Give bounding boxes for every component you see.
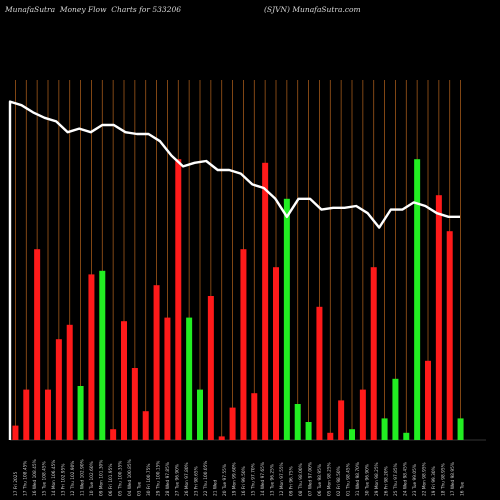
x-tick-label: 11 Wed 102.90%	[79, 459, 85, 496]
x-tick-label: 03 Tue	[136, 481, 142, 496]
x-tick-label: 29 Mon 98.25%	[374, 462, 380, 496]
bar	[175, 159, 182, 440]
x-tick-label: 21 Wed	[212, 480, 218, 496]
bar	[99, 270, 106, 440]
bar	[229, 407, 236, 440]
x-tick-label: 17 Wed 98.95%	[450, 462, 456, 496]
x-tick-label: 06 Fri 101.95%	[108, 464, 114, 496]
bar	[218, 436, 225, 440]
x-tick-label: 06 Tue 98.95%	[317, 464, 323, 496]
x-tick-label: 15 Tue 108.45%	[41, 461, 47, 496]
x-tick-label: 09 Mon 101.30%	[98, 460, 104, 496]
bar	[153, 285, 160, 440]
x-tick-label: 17 Fri 2025	[13, 471, 19, 496]
bar	[273, 267, 279, 440]
bar	[435, 195, 442, 440]
x-tick-labels: 17 Fri 2025 17 Thu 108.45% 16 Wed 108.45% 1…	[13, 459, 466, 496]
bar	[251, 393, 258, 440]
x-tick-label: 20 Tue 97.55%	[222, 464, 228, 496]
x-tick-label: 23 Tue 99.05%	[412, 464, 418, 496]
bar	[305, 422, 312, 440]
x-tick-label: 30 Tue 96.90%	[364, 464, 370, 496]
x-tick-label: 12 Thu 102.90%	[70, 461, 76, 496]
x-tick-label: 15 Thu 97.70%	[250, 463, 256, 496]
x-tick-label: 31 Wed 98.70%	[355, 462, 361, 496]
x-tick-label: 16 Tue	[459, 481, 465, 496]
bar	[240, 249, 247, 440]
x-tick-label: 14 Wed 97.65%	[260, 462, 266, 496]
bar	[55, 339, 62, 440]
x-tick-label: 29 Thu 100.15%	[155, 461, 161, 496]
bar	[34, 249, 41, 440]
bar	[446, 231, 453, 440]
bar	[142, 411, 149, 440]
x-tick-label: 18 Thu 98.95%	[440, 463, 446, 496]
x-tick-label: 30 Fri 100.75%	[146, 464, 152, 496]
bar	[77, 386, 84, 440]
bar	[294, 404, 301, 440]
x-tick-label: 09 Fri 96.75%	[288, 466, 294, 496]
bar	[349, 429, 355, 440]
x-tick-label: 23 Fri 98.65%	[193, 466, 199, 496]
bar	[121, 321, 127, 440]
x-tick-label: 24 Wed 98.45%	[402, 462, 408, 496]
x-tick-label: 14 Mon 106.45%	[51, 460, 57, 496]
x-tick-label: 19 Mon 99.60%	[231, 462, 237, 496]
x-tick-label: 12 Mon 97.55%	[279, 462, 285, 496]
x-tick-label: 16 Wed 108.45%	[32, 459, 38, 496]
x-tick-label: 25 Thu 97.85%	[393, 463, 399, 496]
x-tick-label: 22 Thu 100.05%	[203, 461, 209, 496]
bar	[283, 198, 290, 440]
bar	[392, 378, 399, 440]
x-tick-label: 17 Thu 108.45%	[22, 461, 28, 496]
chart-line	[8, 100, 460, 440]
x-tick-label: 13 Fri 102.95%	[60, 464, 66, 496]
chart-subtitle: (SJVN) MunafaSutra.com	[264, 5, 361, 14]
bar	[186, 317, 193, 440]
bar	[359, 389, 366, 440]
bar	[262, 162, 269, 441]
bar	[381, 418, 388, 440]
money-flow-line	[8, 100, 460, 440]
bar	[338, 400, 345, 440]
x-tick-label: 26 Mon 97.80%	[184, 462, 190, 496]
bar	[66, 324, 73, 440]
bar	[403, 432, 410, 440]
bar	[23, 389, 30, 440]
bar	[457, 418, 464, 440]
x-tick-label: 05 Mon 98.25%	[326, 462, 332, 496]
x-tick-label: 07 Wed 97.00%	[307, 462, 313, 496]
bar	[197, 389, 203, 440]
x-tick-label: 26 Fri 98.20%	[383, 466, 389, 496]
x-tick-label: 10 Tue 102.60%	[89, 461, 95, 496]
x-tick-label: 05 Thu 100.35%	[117, 461, 123, 496]
bar	[45, 389, 51, 440]
bar	[12, 425, 19, 440]
chart-title: MunafaSutra Money Flow Charts for 533206	[5, 5, 182, 14]
x-tick-label: 01 Thu 98.45%	[345, 463, 351, 496]
bar	[131, 368, 138, 440]
x-tick-label: 08 Thu 98.00%	[298, 463, 304, 496]
bar	[327, 432, 334, 440]
x-tick-label: 13 Tue 96.25%	[269, 464, 275, 496]
bar	[207, 296, 214, 440]
bar	[316, 306, 323, 440]
x-tick-label: 16 Fri 99.50%	[241, 466, 247, 496]
x-tick-label: 04 Wed 100.85%	[127, 459, 133, 496]
x-tick-label: 27 Tue 96.90%	[174, 464, 180, 496]
bar	[414, 159, 421, 440]
bar	[164, 317, 171, 440]
x-tick-label: 19 Fri 99.30%	[431, 466, 437, 496]
bar	[425, 360, 431, 440]
bar	[370, 267, 377, 440]
bar	[110, 429, 117, 440]
x-tick-label: 28 Wed 97.85%	[165, 462, 171, 496]
bar	[88, 274, 95, 440]
chart-bars	[12, 159, 464, 441]
x-tick-label: 02 Fri 98.50%	[336, 466, 342, 496]
x-tick-label: 22 Mon 98.95%	[421, 462, 427, 496]
